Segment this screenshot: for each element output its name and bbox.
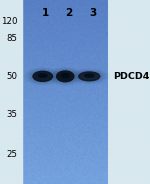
Text: 1: 1 bbox=[41, 8, 49, 18]
Text: 25: 25 bbox=[6, 150, 17, 159]
Text: 2: 2 bbox=[65, 8, 73, 18]
Text: 3: 3 bbox=[89, 8, 97, 18]
Ellipse shape bbox=[61, 74, 69, 77]
Ellipse shape bbox=[56, 71, 75, 82]
Ellipse shape bbox=[79, 72, 100, 81]
Text: PDCD4: PDCD4 bbox=[113, 72, 150, 81]
Text: 120: 120 bbox=[1, 17, 17, 26]
Text: 35: 35 bbox=[6, 110, 17, 118]
Text: 85: 85 bbox=[6, 34, 17, 43]
Ellipse shape bbox=[78, 72, 101, 81]
Ellipse shape bbox=[33, 71, 52, 82]
Ellipse shape bbox=[85, 74, 94, 77]
Ellipse shape bbox=[57, 71, 74, 82]
Ellipse shape bbox=[55, 70, 76, 82]
Ellipse shape bbox=[32, 71, 54, 82]
Text: 50: 50 bbox=[6, 72, 17, 81]
Ellipse shape bbox=[38, 74, 47, 77]
